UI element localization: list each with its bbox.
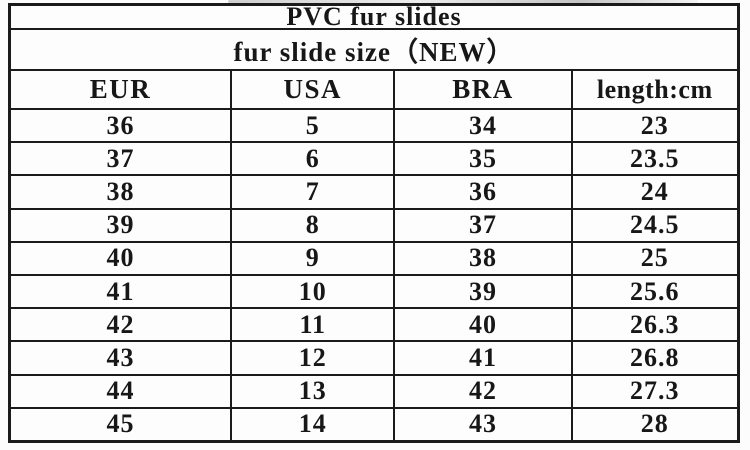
table-cell: 37: [393, 207, 573, 243]
table-cell: 38: [8, 174, 233, 210]
table-row: 39 8 37 24.5: [8, 207, 740, 243]
table-cell: 36: [393, 174, 573, 210]
chart-title: PVC fur slides: [8, 3, 740, 30]
table-row: 37 6 35 23.5: [8, 141, 740, 177]
table-cell: 23: [570, 107, 740, 144]
table-cell: 5: [230, 107, 396, 144]
table-body: 36 5 34 23 37 6 35 23.5 38 7 36 24 39 8 37 24.5 40 9 38 25 4…: [8, 107, 740, 443]
table-cell: 42: [393, 373, 573, 409]
table-cell: 8: [230, 207, 396, 243]
table-cell: 26.3: [570, 307, 740, 343]
column-header-length: length:cm: [570, 69, 740, 110]
table-row: 38 7 36 24: [8, 174, 740, 210]
table-cell: 14: [230, 406, 396, 443]
table-cell: 40: [393, 307, 573, 343]
table-row: 43 12 41 26.8: [8, 340, 740, 376]
table-cell: 25.6: [570, 273, 740, 310]
column-header-eur: EUR: [8, 69, 233, 110]
title-row: PVC fur slides: [8, 3, 740, 30]
table-cell: 24: [570, 174, 740, 210]
column-header-bra: BRA: [393, 69, 573, 110]
column-header-usa: USA: [230, 69, 396, 110]
scan-artifact: [228, 0, 698, 3]
table-cell: 27.3: [570, 373, 740, 409]
table-cell: 43: [393, 406, 573, 443]
header-row: EUR USA BRA length:cm: [8, 69, 740, 110]
table-cell: 24.5: [570, 207, 740, 243]
table-row: 45 14 43 28: [8, 406, 740, 443]
table-cell: 6: [230, 141, 396, 177]
table-cell: 9: [230, 240, 396, 276]
table-cell: 36: [8, 107, 233, 144]
table-cell: 10: [230, 273, 396, 310]
table-row: 41 10 39 25.6: [8, 273, 740, 310]
table-cell: 7: [230, 174, 396, 210]
table-cell: 35: [393, 141, 573, 177]
table-cell: 41: [393, 340, 573, 376]
table-cell: 41: [8, 273, 233, 310]
table-cell: 39: [8, 207, 233, 243]
table-cell: 44: [8, 373, 233, 409]
table-cell: 23.5: [570, 141, 740, 177]
size-chart-table: PVC fur slides fur slide size（NEW） EUR U…: [8, 3, 740, 443]
table-cell: 38: [393, 240, 573, 276]
table-cell: 37: [8, 141, 233, 177]
table-cell: 42: [8, 307, 233, 343]
table-cell: 40: [8, 240, 233, 276]
table-row: 36 5 34 23: [8, 107, 740, 144]
table-cell: 26.8: [570, 340, 740, 376]
table-cell: 39: [393, 273, 573, 310]
subtitle-row: fur slide size（NEW）: [8, 28, 740, 71]
table-cell: 28: [570, 406, 740, 443]
table-row: 44 13 42 27.3: [8, 373, 740, 409]
table-row: 42 11 40 26.3: [8, 307, 740, 343]
table-cell: 25: [570, 240, 740, 276]
table-cell: 13: [230, 373, 396, 409]
table-cell: 34: [393, 107, 573, 144]
table-cell: 11: [230, 307, 396, 343]
table-cell: 43: [8, 340, 233, 376]
chart-subtitle: fur slide size（NEW）: [8, 28, 740, 71]
table-cell: 12: [230, 340, 396, 376]
table-cell: 45: [8, 406, 233, 443]
table-row: 40 9 38 25: [8, 240, 740, 276]
